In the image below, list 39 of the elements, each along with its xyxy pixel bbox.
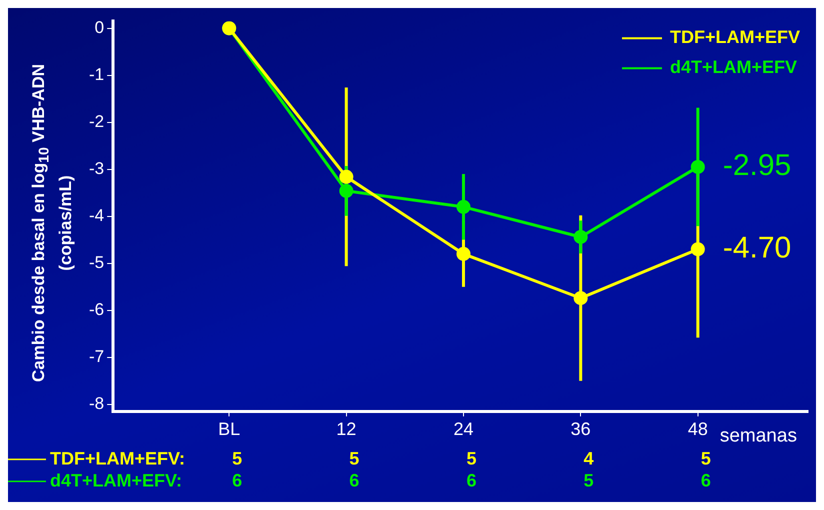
- text: 6: [466, 470, 476, 490]
- text: d4T+LAM+EFV:: [50, 470, 182, 490]
- text: 6: [349, 470, 360, 490]
- x-tick-label: 12: [336, 419, 356, 440]
- text: 4: [584, 448, 594, 468]
- x-axis-title: semanas: [720, 426, 797, 447]
- y-tick-label: -4: [88, 206, 104, 225]
- x-tick-label: 36: [570, 419, 591, 440]
- x-tick-label: 48: [688, 419, 708, 440]
- text: TDF+LAM+EFV:: [50, 448, 186, 468]
- text: 6: [700, 470, 711, 490]
- point: [456, 246, 470, 261]
- text: 5: [232, 448, 242, 468]
- point: [456, 200, 470, 214]
- y-tick-label: -8: [88, 394, 104, 414]
- point: [574, 230, 588, 244]
- y-tick-label: -5: [88, 253, 104, 272]
- point: [339, 170, 354, 184]
- point: [690, 242, 705, 256]
- point: [339, 184, 354, 198]
- x-tick-label: 24: [453, 419, 474, 440]
- text: 5: [584, 470, 594, 490]
- y-tick-label: -3: [88, 158, 104, 178]
- legend-label: d4T+LAM+EFV: [670, 57, 798, 78]
- y-tick-label: 0: [94, 18, 104, 37]
- y-tick-label: -7: [88, 347, 104, 366]
- point: [574, 291, 588, 306]
- text: 6: [232, 470, 242, 490]
- x-tick-label: BL: [218, 419, 240, 440]
- text: 5: [700, 448, 711, 468]
- annotation: -2.95: [722, 149, 792, 182]
- text: 5: [466, 448, 476, 468]
- y-tick-label: -2: [88, 112, 104, 131]
- point: [690, 160, 705, 174]
- y-tick-label: -6: [88, 300, 104, 320]
- text: 5: [349, 448, 360, 468]
- y-tick-label: -1: [88, 64, 104, 84]
- legend-label: TDF+LAM+EFV: [670, 27, 800, 48]
- annotation: -4.70: [722, 231, 792, 264]
